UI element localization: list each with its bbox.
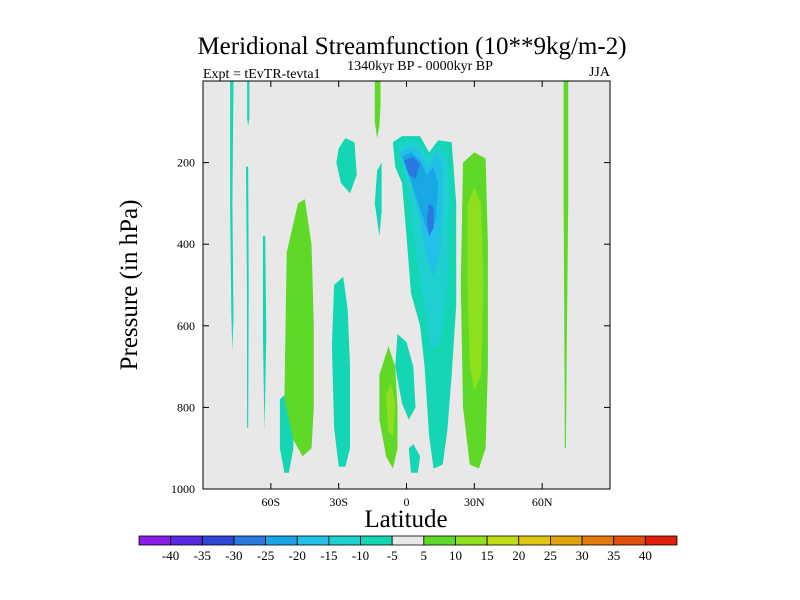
colorbar-label: 5 [421,548,428,563]
x-tick-label: 60S [261,495,280,509]
contour-neg-5-strip-63S [262,236,267,432]
y-tick-label: 800 [177,400,195,414]
chart-title: Meridional Streamfunction (10**9kg/m-2) [197,33,626,60]
colorbar-label: -40 [162,548,179,563]
colorbar-swatch [328,535,361,546]
x-tick-label: 60N [532,495,553,509]
colorbar-label: -20 [289,548,306,563]
contour-neg-5-blob-0N-low [408,444,421,473]
x-tick-label: 0 [404,495,410,509]
colorbar-swatch [138,535,172,546]
season-label: JJA [589,65,611,80]
x-axis-ticks: 60S 30S 0 30N 60N [261,81,553,509]
colorbar-label: 35 [607,548,620,563]
colorbar-label: 10 [449,548,462,563]
contour-neg-5-region-30S [331,276,350,467]
colorbar-swatch [581,535,615,546]
contour-neg-5-blob-30S-upper [336,138,357,194]
colorbar-label: -15 [320,548,337,563]
colorbar-swatch [360,535,393,546]
y-axis-ticks: 200 400 600 800 1000 [171,156,610,496]
contour-neg-5-strip-70S-top [247,81,250,126]
experiment-label: Expt = tEvTR-tevta1 [203,67,321,82]
colorbar-label: 30 [576,548,589,563]
colorbar-label: 20 [512,548,525,563]
period-label: 1340kyr BP - 0000kyr BP [347,59,493,74]
y-tick-label: 600 [177,319,195,333]
colorbar-swatch [201,535,235,546]
colorbar-swatch [613,535,646,546]
colorbar-label: 15 [481,548,494,563]
colorbar-swatch [486,535,520,546]
colorbar-swatch [455,535,488,546]
contour-pos-10-core-7S [386,382,396,436]
contour-neg-5-strip-70S [246,166,249,428]
colorbar-label: -10 [352,548,369,563]
colorbar-swatch [296,535,330,546]
x-tick-label: 30N [464,495,485,509]
colorbar-label: -35 [194,548,211,563]
colorbar-swatch [265,535,298,546]
y-tick-label: 400 [177,237,195,251]
x-axis-label: Latitude [364,506,447,533]
contour-pos-5-top-12S [374,81,381,139]
x-tick-label: 30S [329,495,348,509]
colorbar-label: -30 [225,548,242,563]
contour-neg-25-core [404,156,421,179]
y-tick-label: 1000 [171,482,195,496]
contour-pos-5-lobe-47S [284,199,314,457]
colorbar-label: -25 [257,548,274,563]
colorbar-label: 25 [544,548,557,563]
colorbar-label: 40 [639,548,652,563]
colorbar-label: -5 [387,548,398,563]
contour-neg-5-blob-5S [395,334,416,420]
colorbar-swatch [423,535,456,546]
contour-pos-5-strip-70N [563,81,569,449]
y-axis-label: Pressure (in hPa) [116,200,143,371]
colorbar-swatch [233,535,266,546]
contour-pos-10-core-30N [467,187,484,392]
colorbar-swatch [550,535,583,546]
colorbar: -40 -35 -30 -25 -20 -15 -10 -5 5 10 15 20 25 30 35 40 [138,535,678,563]
colorbar-swatch [518,535,551,546]
colorbar-swatch [170,535,203,546]
contour-regions [230,81,569,473]
contour-neg-5-strip-78S [230,81,234,351]
contour-neg-25-core-2 [426,203,434,236]
y-tick-label: 200 [177,156,195,170]
colorbar-swatch [391,535,425,546]
contour-neg-5-blob-14S [374,162,382,236]
colorbar-swatch [644,535,678,546]
